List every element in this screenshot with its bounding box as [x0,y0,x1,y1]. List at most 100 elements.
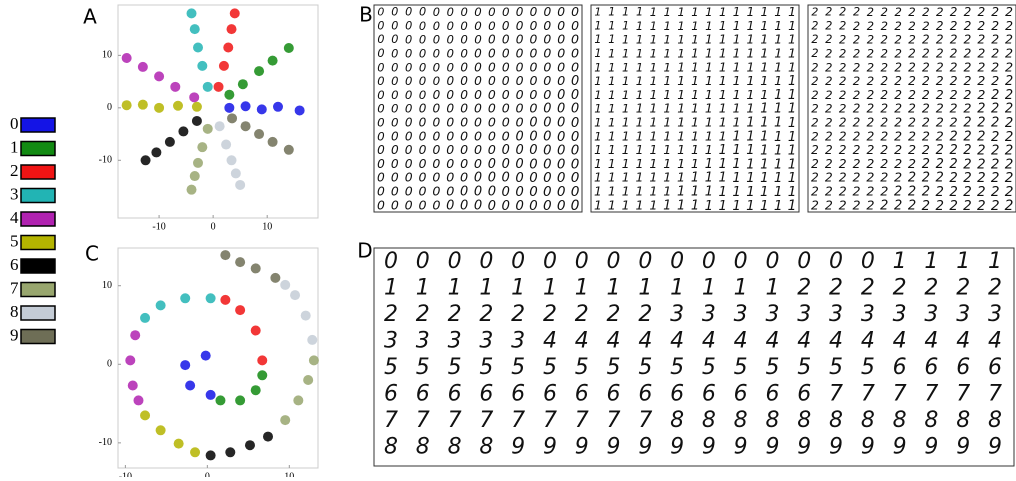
digit-sample: 2 [880,74,888,88]
digit-sample: 1 [746,102,754,117]
digit-sample: 0 [377,47,384,60]
digit-sample: 0 [391,33,398,46]
digit-sample: 1 [594,171,602,185]
digit-sample: 2 [936,33,944,47]
point [227,24,237,34]
digit-sample: 1 [677,60,685,74]
digit-sample: 1 [636,74,644,88]
digit-sample: 2 [853,102,861,116]
digit-sample: 2 [853,115,861,129]
digit-sample: 1 [760,144,768,159]
digit-sample: 1 [733,59,741,74]
digit-sample: 0 [447,5,454,19]
digit-sample: 1 [774,88,782,103]
digit-sample: 2 [991,59,999,74]
point [224,103,234,113]
digit-sample: 2 [991,130,999,145]
digit-sample: 1 [650,33,657,47]
digit-sample: 2 [949,129,957,144]
digit-sample: 1 [608,88,615,102]
point [187,185,197,195]
digit-sample: 1 [746,73,754,88]
digit-sample: 0 [488,46,496,60]
point [190,447,200,457]
digit-sample: 2 [908,198,916,213]
digit-sample: 2 [1005,88,1013,103]
digit-sample: 2 [963,115,971,130]
digit-sample: 1 [788,18,796,33]
digit-sample: 2 [853,60,860,74]
digit-sample: 2 [1005,116,1013,131]
digit-sample: 0 [447,46,455,60]
digit-sample: 1 [663,102,671,116]
digit-sample: 0 [418,197,426,212]
digit-sample: 1 [774,45,782,60]
digit-sample: 0 [501,199,509,214]
digit-sample: 1 [788,130,796,145]
digit-sample: 1 [691,5,698,19]
digit-sample: 0 [502,101,510,116]
digit-sample: 0 [377,6,384,19]
digit-sample: 1 [719,101,727,116]
digit-sample: 1 [746,87,754,102]
point [241,121,251,131]
point [241,101,251,111]
digit-sample: 2 [825,197,833,212]
digit-sample: 2 [977,144,985,159]
digit-sample: 1 [677,33,685,47]
digit-sample: 2 [825,88,832,102]
digit-sample: 1 [705,33,713,47]
digit-sample: 0 [530,5,538,19]
digit-sample: 0 [516,5,524,19]
digit-sample: 0 [405,170,413,185]
point [221,140,231,150]
digit-sample: 0 [571,60,579,75]
legend-swatch [21,259,55,273]
digit-sample: 1 [677,88,685,102]
digit-sample: 2 [908,114,916,129]
digit-sample: 2 [852,197,860,212]
point [223,42,233,52]
digit-sample: 2 [908,74,916,88]
digit-sample: 0 [433,115,441,129]
digit-sample: 0 [405,33,412,47]
digit-sample: 1 [718,199,726,214]
digit-sample: 1 [719,87,727,102]
digit-sample: 1 [746,143,754,158]
digit-sample: 0 [433,74,441,88]
digit-sample: 1 [774,130,782,145]
digit-sample: 1 [733,73,741,88]
digit-sample: 2 [811,171,819,185]
point [192,102,202,112]
digit-sample: 2 [894,19,901,33]
digit-sample: 2 [963,59,971,74]
digit-sample: 1 [636,170,644,185]
point [220,250,230,260]
digit-sample: 1 [691,157,699,172]
digit-sample: 1 [733,5,741,19]
digit-sample: 1 [663,170,671,185]
point [231,168,241,178]
digit-sample: 1 [691,46,699,60]
digit-sample: 1 [746,59,754,74]
digit-sample: 2 [811,197,819,212]
point [193,158,203,168]
digit-sample: 2 [1005,74,1013,89]
point [284,43,294,53]
digit-sample: 1 [746,171,754,186]
digit-sample: 0 [474,101,482,116]
digit-sample: 0 [433,19,440,33]
digit-sample: 1 [760,32,768,47]
digit-sample: 1 [732,185,740,200]
point [284,145,294,155]
digit-sample: 0 [516,59,524,74]
point [174,439,184,449]
digit-sample: 2 [880,102,888,116]
digit-sample: 1 [636,88,644,102]
digit-sample: 1 [622,102,630,116]
digit-sample: 0 [419,19,426,33]
digit-sample: 0 [419,129,427,143]
x-tick-label: 10 [262,221,272,232]
digit-sample: 0 [405,102,413,116]
digit-sample: 2 [977,157,985,172]
